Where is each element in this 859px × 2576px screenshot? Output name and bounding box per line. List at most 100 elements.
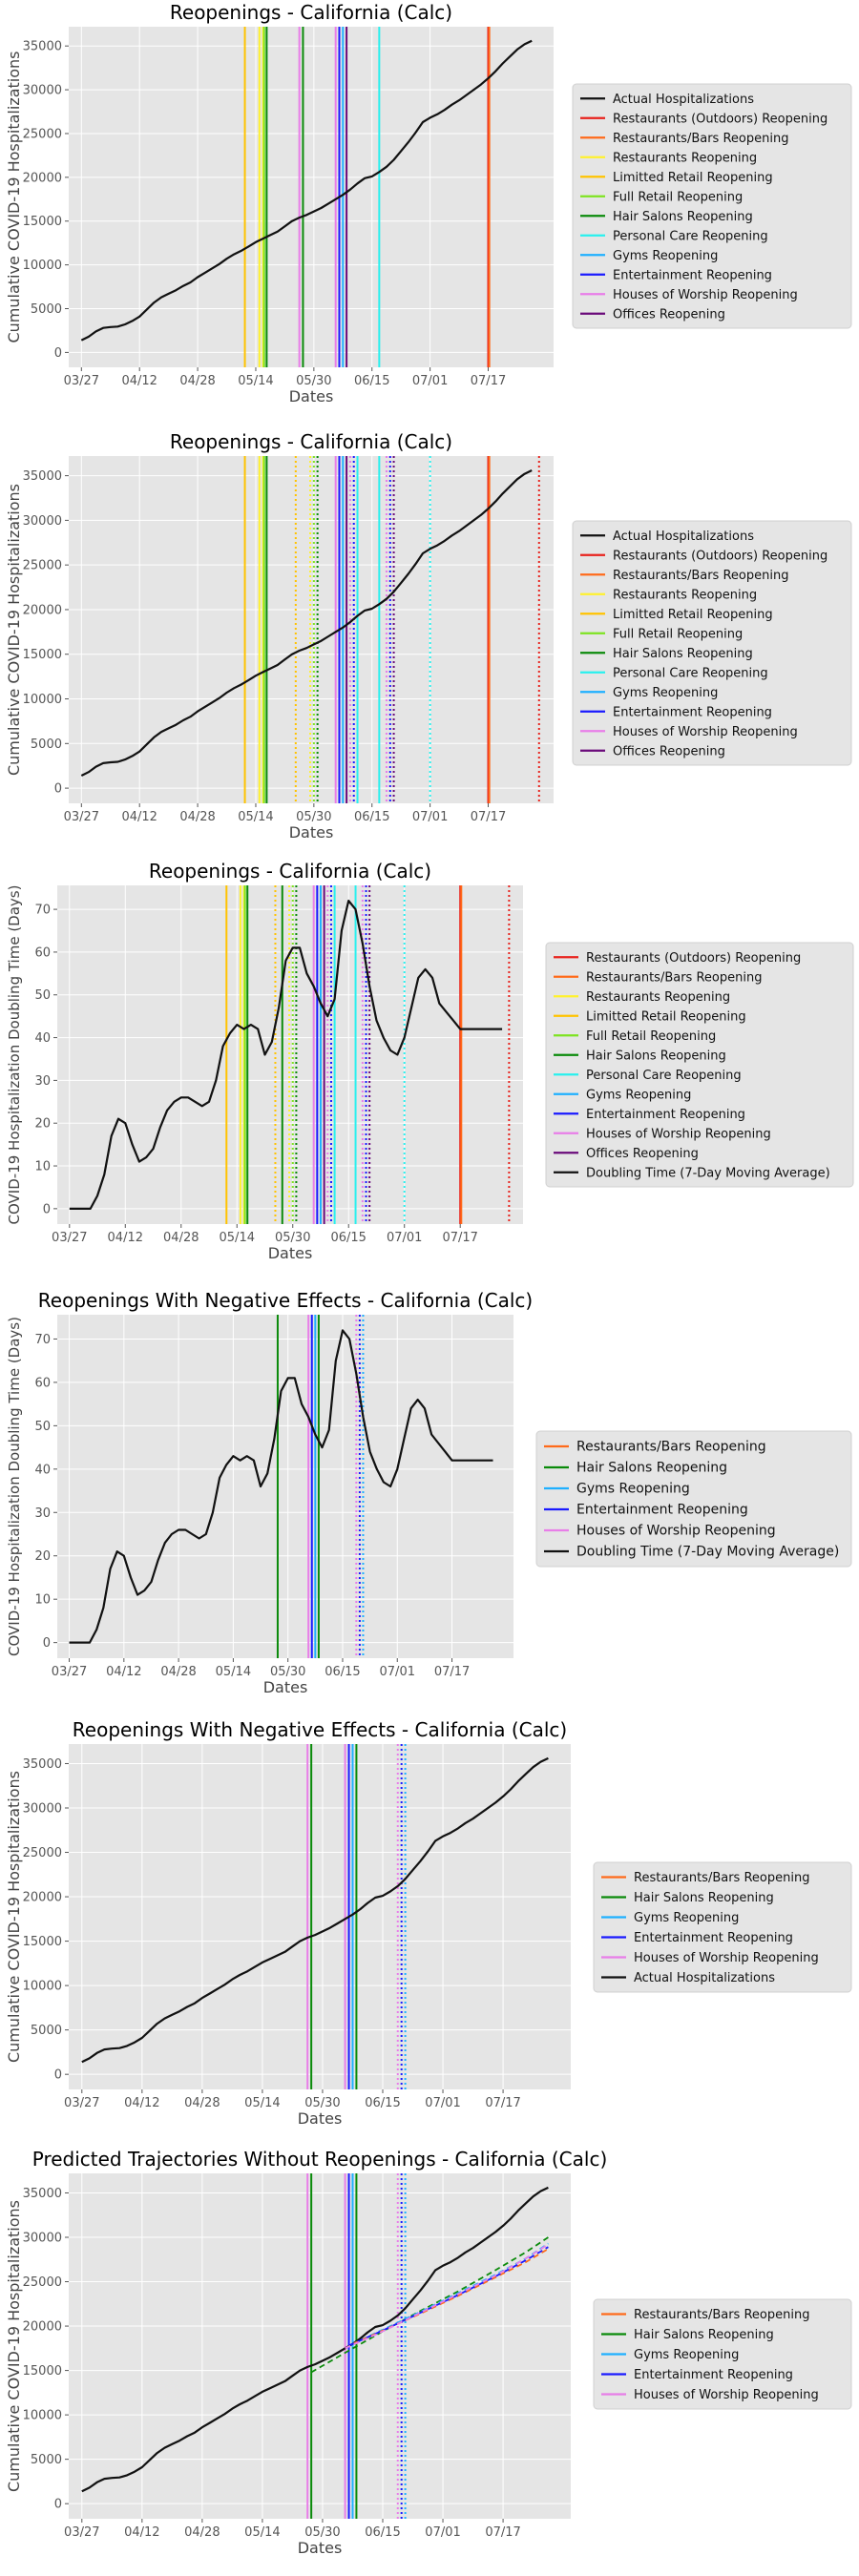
legend-label-entertainment-reopening: Entertainment Reopening xyxy=(634,1931,793,1945)
legend-label-restaurants-bars-reopening: Restaurants/Bars Reopening xyxy=(613,132,788,146)
legend-label-hair-salons-reopening: Hair Salons Reopening xyxy=(586,1049,726,1063)
chart-svg-2: Reopenings - California (Calc)0500010000… xyxy=(0,429,859,859)
x-tick-label: 07/17 xyxy=(471,374,506,388)
x-tick-label: 04/12 xyxy=(108,1231,143,1245)
x-tick-label: 05/14 xyxy=(244,2525,280,2540)
y-tick-label: 5000 xyxy=(31,2024,62,2038)
legend-label-full-retail-reopening: Full Retail Reopening xyxy=(613,627,743,641)
x-tick-label: 05/30 xyxy=(275,1231,310,1245)
y-axis-label: Cumulative COVID-19 Hospitalizations xyxy=(5,484,23,776)
x-tick-label: 06/15 xyxy=(365,2525,400,2540)
legend-label-gyms-reopening: Gyms Reopening xyxy=(613,686,718,700)
y-tick-label: 5000 xyxy=(31,2453,62,2467)
chart-svg-6: Predicted Trajectories Without Reopening… xyxy=(0,2147,859,2576)
y-tick-label: 30000 xyxy=(23,84,62,98)
x-tick-label: 04/28 xyxy=(160,1665,196,1679)
legend-label-doubling-time-7-day-moving-average: Doubling Time (7-Day Moving Average) xyxy=(576,1545,839,1560)
y-tick-label: 40 xyxy=(34,1031,51,1046)
legend-label-restaurants-bars-reopening: Restaurants/Bars Reopening xyxy=(576,1440,766,1455)
x-tick-label: 07/17 xyxy=(485,2525,520,2540)
legend-label-restaurants-outdoors-reopening: Restaurants (Outdoors) Reopening xyxy=(586,951,801,966)
legend-label-entertainment-reopening: Entertainment Reopening xyxy=(613,268,772,282)
x-tick-label: 05/14 xyxy=(216,1665,251,1679)
x-axis-label: Dates xyxy=(298,2539,343,2557)
y-tick-label: 50 xyxy=(34,1420,51,1434)
x-tick-label: 07/01 xyxy=(412,810,448,824)
x-tick-label: 03/27 xyxy=(64,374,99,388)
y-tick-label: 25000 xyxy=(23,1846,62,1860)
legend-label-restaurants-outdoors-reopening: Restaurants (Outdoors) Reopening xyxy=(613,549,828,563)
legend-label-houses-of-worship-reopening: Houses of Worship Reopening xyxy=(634,2388,819,2402)
chart-panel-3: Reopenings - California (Calc) 0 10 20 30 40 5… xyxy=(0,859,859,1288)
legend-label-entertainment-reopening: Entertainment Reopening xyxy=(613,705,772,719)
x-tick-label: 06/15 xyxy=(325,1665,360,1679)
x-axis-label: Dates xyxy=(263,1678,308,1696)
y-tick-label: 0 xyxy=(54,2068,62,2083)
x-tick-label: 05/14 xyxy=(220,1231,255,1245)
chart-panel-1: Reopenings - California (Calc) 0 5000 10000… xyxy=(0,0,859,429)
x-tick-label: 04/28 xyxy=(179,374,215,388)
y-tick-label: 20 xyxy=(34,1549,51,1564)
chart-svg-3: Reopenings - California (Calc)0102030405… xyxy=(0,859,859,1288)
y-tick-label: 30 xyxy=(34,1506,51,1521)
y-tick-label: 35000 xyxy=(23,2187,62,2201)
x-tick-label: 06/15 xyxy=(354,374,389,388)
y-tick-label: 15000 xyxy=(23,2364,62,2379)
y-tick-label: 30000 xyxy=(23,2232,62,2246)
legend-label-gyms-reopening: Gyms Reopening xyxy=(613,249,718,263)
y-tick-label: 35000 xyxy=(23,1757,62,1772)
y-tick-label: 15000 xyxy=(23,1935,62,1949)
y-tick-label: 20000 xyxy=(23,603,62,617)
x-axis-label: Dates xyxy=(289,823,334,841)
x-tick-label: 06/15 xyxy=(330,1231,366,1245)
y-tick-label: 10 xyxy=(34,1160,51,1174)
legend-label-restaurants-reopening: Restaurants Reopening xyxy=(613,151,757,165)
y-tick-label: 20000 xyxy=(23,1891,62,1905)
legend-label-offices-reopening: Offices Reopening xyxy=(613,307,725,322)
legend-label-actual-hospitalizations: Actual Hospitalizations xyxy=(634,1971,775,1985)
x-tick-label: 05/30 xyxy=(270,1665,305,1679)
legend-label-hair-salons-reopening: Hair Salons Reopening xyxy=(576,1461,727,1476)
y-tick-label: 15000 xyxy=(23,648,62,662)
plot-area xyxy=(69,2173,571,2519)
x-tick-label: 04/12 xyxy=(121,810,157,824)
legend-label-houses-of-worship-reopening: Houses of Worship Reopening xyxy=(613,288,798,302)
legend-label-restaurants-bars-reopening: Restaurants/Bars Reopening xyxy=(634,2308,809,2322)
y-axis-label: COVID-19 Hospitalization Doubling Time (… xyxy=(6,885,23,1225)
legend-label-limitted-retail-reopening: Limitted Retail Reopening xyxy=(613,171,773,185)
legend-label-gyms-reopening: Gyms Reopening xyxy=(634,2348,739,2362)
y-tick-label: 25000 xyxy=(23,2275,62,2290)
y-tick-label: 5000 xyxy=(31,302,62,317)
y-tick-label: 30000 xyxy=(23,1802,62,1817)
x-tick-label: 04/12 xyxy=(124,2525,159,2540)
legend-label-doubling-time-7-day-moving-average: Doubling Time (7-Day Moving Average) xyxy=(586,1166,830,1180)
legend-label-restaurants-bars-reopening: Restaurants/Bars Reopening xyxy=(613,569,788,583)
legend-label-hair-salons-reopening: Hair Salons Reopening xyxy=(634,2328,774,2342)
y-tick-label: 50 xyxy=(34,988,51,1003)
legend-label-houses-of-worship-reopening: Houses of Worship Reopening xyxy=(586,1127,771,1141)
x-axis-label: Dates xyxy=(298,2109,343,2128)
chart-panel-2: Reopenings - California (Calc) 0 5000 10000… xyxy=(0,429,859,859)
legend-label-restaurants-reopening: Restaurants Reopening xyxy=(586,990,730,1005)
chart-title: Predicted Trajectories Without Reopening… xyxy=(32,2148,608,2171)
x-tick-label: 05/30 xyxy=(296,374,331,388)
y-axis-label: Cumulative COVID-19 Hospitalizations xyxy=(5,2200,23,2492)
legend-label-actual-hospitalizations: Actual Hospitalizations xyxy=(613,93,754,107)
x-tick-label: 07/17 xyxy=(471,810,506,824)
y-tick-label: 0 xyxy=(43,1636,51,1651)
y-tick-label: 5000 xyxy=(31,737,62,752)
legend-label-hair-salons-reopening: Hair Salons Reopening xyxy=(613,647,753,661)
y-tick-label: 60 xyxy=(34,945,51,960)
legend-label-offices-reopening: Offices Reopening xyxy=(613,744,725,758)
x-tick-label: 04/28 xyxy=(179,810,215,824)
x-tick-label: 04/28 xyxy=(184,2096,220,2110)
y-tick-label: 35000 xyxy=(23,469,62,484)
y-tick-label: 10000 xyxy=(23,2409,62,2423)
chart-title: Reopenings With Negative Effects - Calif… xyxy=(38,1289,533,1312)
legend-label-personal-care-reopening: Personal Care Reopening xyxy=(613,229,768,243)
y-tick-label: 25000 xyxy=(23,559,62,573)
y-tick-label: 20000 xyxy=(23,2320,62,2335)
x-tick-label: 04/28 xyxy=(163,1231,199,1245)
legend-label-restaurants-outdoors-reopening: Restaurants (Outdoors) Reopening xyxy=(613,112,828,126)
x-tick-label: 05/14 xyxy=(244,2096,280,2110)
